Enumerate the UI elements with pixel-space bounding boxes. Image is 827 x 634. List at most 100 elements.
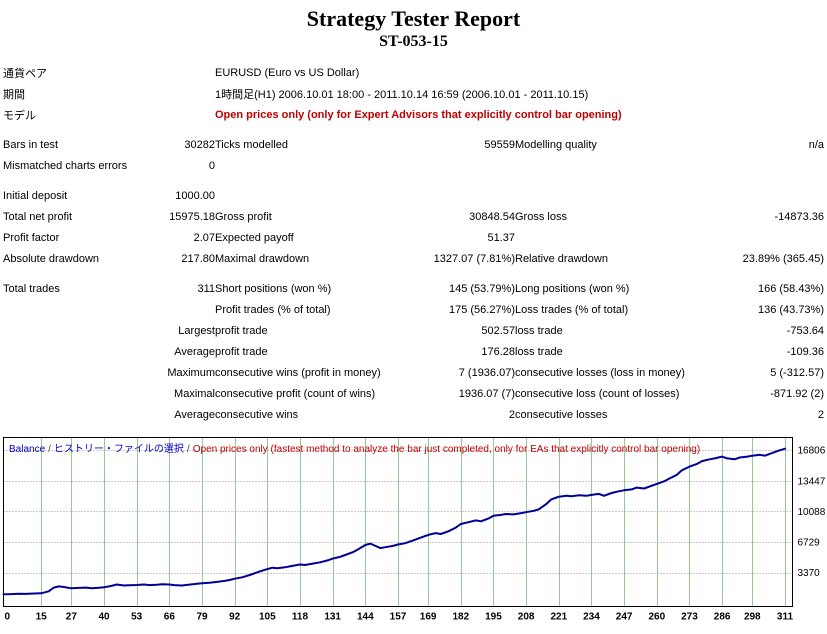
- report-cell: 175 (56.27%): [448, 303, 515, 316]
- report-row: Mismatched charts errors 0: [3, 155, 824, 176]
- caption-separator: /: [48, 444, 51, 455]
- report-cell: -14873.36: [774, 210, 824, 223]
- report-cell: Largest: [178, 324, 215, 337]
- report-cell: [3, 383, 165, 404]
- report-cell: 30282: [184, 138, 215, 151]
- report-cell: Maximal drawdown: [215, 252, 310, 265]
- report-cell: 166 (58.43%): [757, 282, 824, 295]
- report-cell: EURUSD (Euro vs US Dollar): [215, 66, 360, 79]
- x-tick-label: 298: [744, 612, 761, 623]
- x-tick-label: 79: [196, 612, 208, 623]
- report-cell: 0: [208, 159, 215, 172]
- report-cell: Mismatched charts errors: [3, 159, 128, 172]
- report-cell: Absolute drawdown: [3, 252, 100, 265]
- report-cell: 1時間足(H1) 2006.10.01 18:00 - 2011.10.14 1…: [215, 88, 589, 101]
- report-row: Absolute drawdown 217.80 Maximal drawdown 1…: [3, 248, 824, 269]
- x-tick-label: 273: [681, 612, 698, 623]
- report-cell: [3, 404, 165, 425]
- x-tick-label: 15: [36, 612, 48, 623]
- report-cell: profit trade: [215, 345, 268, 358]
- x-tick-label: 105: [259, 612, 276, 623]
- y-tick-label: 3370: [798, 568, 821, 579]
- report-row: Initial deposit 1000.00: [3, 185, 824, 206]
- report-cell: [515, 155, 707, 176]
- report-cell: consecutive loss (count of losses): [515, 387, 680, 400]
- y-tick-label: 6729: [798, 538, 821, 549]
- report-cell: [3, 299, 165, 320]
- x-tick-label: 131: [324, 612, 341, 623]
- x-tick-label: 53: [131, 612, 143, 623]
- section-spacer: [3, 125, 824, 134]
- report-cell: Long positions (won %): [515, 282, 630, 295]
- report-cell: Gross loss: [515, 210, 567, 223]
- report-cell: 145 (53.79%): [448, 282, 515, 295]
- report-cell: [3, 320, 165, 341]
- info-row: 期間 1時間足(H1) 2006.10.01 18:00 - 2011.10.14…: [3, 83, 824, 104]
- page-title: Strategy Tester Report: [306, 6, 521, 31]
- report-cell: Open prices only (only for Expert Adviso…: [215, 108, 622, 121]
- history-file-label: ヒストリー・ファイルの選択: [53, 444, 184, 455]
- report-cell: Bars in test: [3, 138, 59, 151]
- x-tick-label: 311: [777, 612, 794, 623]
- report-row: Profit factor 2.07 Expected payoff 51.37: [3, 227, 824, 248]
- spacer-cell: [3, 176, 824, 185]
- report-cell: 502.57: [481, 324, 515, 337]
- plot-border: [3, 437, 793, 607]
- spacer-cell: [3, 269, 824, 278]
- report-cell: [387, 155, 515, 176]
- y-tick-label: 13447: [798, 476, 826, 487]
- report-cell: [707, 185, 824, 206]
- report-cell: Total net profit: [3, 210, 73, 223]
- x-tick-label: 169: [420, 612, 437, 623]
- report-cell: [165, 299, 215, 320]
- report-cell: Maximal: [174, 387, 215, 400]
- report-cell: consecutive losses: [515, 408, 608, 421]
- report-table: 通貨ペア EURUSD (Euro vs US Dollar) 期間 1時間足(H1)…: [3, 62, 824, 425]
- report-cell: Expected payoff: [215, 231, 294, 244]
- report-cell: 2.07: [193, 231, 215, 244]
- report-cell: profit trade: [215, 324, 268, 337]
- x-tick-label: 195: [485, 612, 502, 623]
- report-row: Total trades 311 Short positions (won %) 14…: [3, 278, 824, 299]
- balance-series-label: Balance: [9, 444, 46, 455]
- report-cell: Profit factor: [3, 231, 60, 244]
- report-cell: 5 (-312.57): [770, 366, 824, 379]
- report-cell: [3, 362, 165, 383]
- x-tick-label: 92: [229, 612, 241, 623]
- x-tick-label: 234: [583, 612, 600, 623]
- report-cell: consecutive profit (count of wins): [215, 387, 376, 400]
- report-cell: 30848.54: [469, 210, 515, 223]
- report-subtitle: ST-053-15: [379, 33, 448, 50]
- report-cell: 15975.18: [169, 210, 215, 223]
- chart-caption: Balance / ヒストリー・ファイルの選択 / Open prices only (…: [9, 440, 700, 455]
- x-tick-label: 0: [5, 612, 11, 623]
- report-cell: -109.36: [786, 345, 824, 358]
- report-cell: consecutive wins (profit in money): [215, 366, 381, 379]
- report-cell: consecutive losses (loss in money): [515, 366, 685, 379]
- report-cell: 期間: [3, 88, 25, 101]
- report-cell: [215, 155, 387, 176]
- report-cell: [3, 341, 165, 362]
- report-cell: 通貨ペア: [3, 67, 47, 80]
- report-cell: [515, 185, 707, 206]
- report-cell: 217.80: [181, 252, 215, 265]
- spacer-cell: [3, 125, 824, 134]
- report-row: Total net profit 15975.18 Gross profit 3084…: [3, 206, 824, 227]
- report-cell: -753.64: [786, 324, 824, 337]
- report-row: Profit trades (% of total) 175 (56.27%) Lo…: [3, 299, 824, 320]
- report-cell: 51.37: [487, 231, 515, 244]
- report-cell: Average: [174, 345, 215, 358]
- report-cell: 1327.07 (7.81%): [433, 252, 515, 265]
- report-row: Maximum consecutive wins (profit in money…: [3, 362, 824, 383]
- x-tick-label: 286: [714, 612, 731, 623]
- info-row: モデル Open prices only (only for Expert Adv…: [3, 104, 824, 125]
- x-tick-label: 27: [66, 612, 78, 623]
- report-cell: [707, 227, 824, 248]
- report-cell: モデル: [3, 109, 36, 122]
- balance-chart: 3370 6729 10088 13447 16806 0 15 27 40 53 66 79 92 10…: [0, 437, 827, 634]
- report-cell: Total trades: [3, 282, 60, 295]
- report-cell: 311: [197, 282, 215, 295]
- report-row: Bars in test 30282 Ticks modelled 59559 Mode…: [3, 134, 824, 155]
- x-tick-label: 247: [616, 612, 633, 623]
- x-tick-label: 221: [550, 612, 567, 623]
